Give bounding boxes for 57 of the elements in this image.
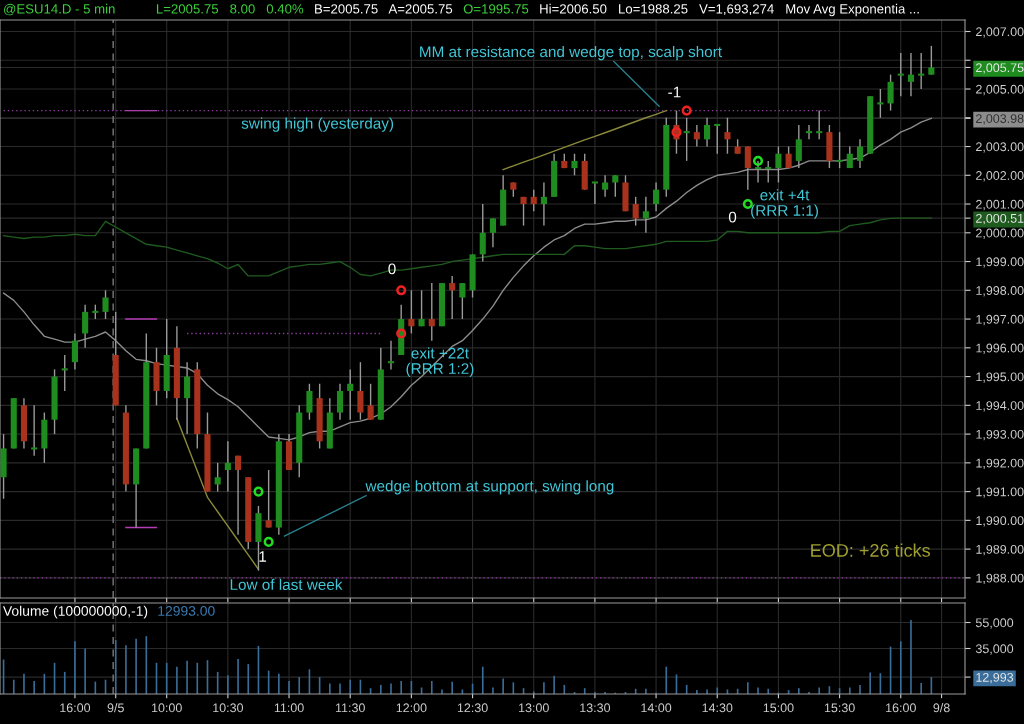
x-tick-label: 16:00: [886, 703, 916, 713]
text: L=2005.75 8.00 0.40%: [156, 4, 304, 14]
y-tick-label: 1,990.00: [976, 516, 1024, 527]
text: Hi=2006.50 Lo=1988.25 V=1,693,274 Mov Avg Exponentia ...: [540, 3, 919, 17]
y-tick-label: 1,989.00: [976, 544, 1024, 556]
x-tick-label: 11:30: [335, 703, 365, 713]
y-tick-label: 2,003.98: [976, 114, 1024, 125]
y-tick-label: 35,000: [975, 644, 1014, 655]
x-tick-label: 15:30: [824, 703, 855, 713]
x-tick-label: 10:00: [152, 703, 182, 713]
x-tick-label: 14:30: [702, 703, 733, 713]
y-tick-label: 2,007.00: [976, 27, 1024, 38]
annotation: Low of last week: [230, 578, 343, 591]
annotation: 0: [388, 263, 396, 275]
y-tick-label: 1,997.00: [976, 314, 1024, 326]
y-tick-label: 2,000.00: [976, 228, 1024, 239]
annotation: EOD: +26 ticks: [811, 543, 930, 557]
x-tick-label: 13:00: [519, 703, 549, 713]
y-tick-label: 1,988.00: [976, 573, 1024, 584]
y-tick-label: 1,991.00: [976, 487, 1024, 498]
x-tick-label: 15:00: [763, 703, 794, 713]
x-tick-label: 12:00: [396, 703, 427, 713]
y-tick-label: 2,005.75: [976, 63, 1024, 74]
annotation: 12993.00: [158, 605, 215, 616]
annotation: 1: [259, 551, 267, 562]
y-tick-label: 55,000: [975, 618, 1014, 629]
annotation: 0: [728, 211, 737, 223]
x-tick-label: 11:00: [274, 703, 304, 713]
y-tick-label: 1,999.00: [976, 257, 1024, 268]
y-tick-label: 2,002.00: [976, 171, 1024, 182]
y-tick-label: 2,000.51: [976, 213, 1024, 225]
annotation: MM at resistance and wedge top, scalp short: [420, 45, 722, 61]
chart-title: Volume (100000000,-1): [2, 605, 148, 619]
x-tick-label: 13:30: [580, 703, 611, 713]
annotation: swing high (yesterday): [241, 117, 394, 132]
x-tick-label: 9/5: [107, 703, 124, 713]
text: O=1995.75: [463, 4, 529, 14]
x-tick-label: 16:00: [60, 703, 91, 713]
y-tick-label: 2,003.00: [976, 142, 1024, 153]
y-tick-label: 12,993: [976, 672, 1014, 684]
y-tick-label: 2,005.00: [976, 84, 1024, 96]
y-tick-label: 1,998.00: [976, 286, 1024, 297]
y-tick-label: 1,992.00: [976, 458, 1024, 469]
text: B=2005.75 A=2005.75: [315, 4, 453, 14]
x-tick-label: 9/8: [933, 703, 950, 713]
annotation: wedge bottom at support, swing long: [365, 480, 614, 495]
x-tick-label: 10:30: [213, 703, 244, 713]
annotation: -1: [668, 86, 681, 98]
chart-title: @ESU14.D - 5 min: [4, 3, 115, 16]
y-tick-label: 1,993.00: [976, 429, 1024, 441]
x-tick-label: 14:00: [641, 703, 672, 713]
y-tick-label: 1,994.00: [976, 401, 1024, 412]
y-tick-label: 1,996.00: [976, 343, 1024, 354]
x-tick-label: 12:30: [457, 703, 488, 713]
y-tick-label: 1,995.00: [976, 372, 1024, 383]
y-tick-label: 2,001.00: [976, 199, 1024, 211]
annotation: exit +4t (RRR 1:1): [751, 189, 818, 219]
